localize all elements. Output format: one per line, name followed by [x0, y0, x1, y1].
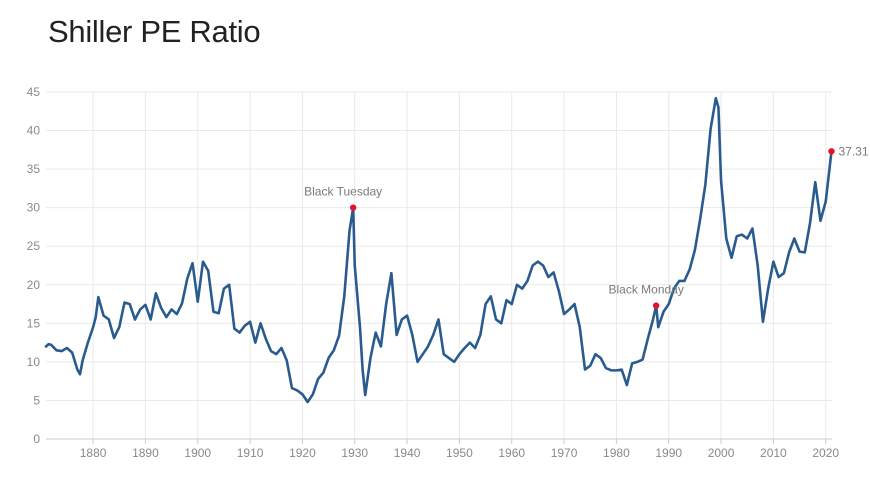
annotation-label: 37.31 [838, 144, 868, 158]
x-tick-label: 2020 [812, 446, 839, 460]
annotation-marker[interactable] [652, 302, 660, 309]
x-tick-label: 2010 [760, 446, 787, 460]
annotation-marker[interactable] [828, 148, 835, 155]
x-tick-label: 1970 [551, 446, 578, 460]
y-tick-label: 20 [27, 278, 41, 292]
y-tick-label: 30 [27, 201, 41, 215]
annotations: Black Tuesday Black Monday 37.31 [304, 144, 869, 309]
y-tick-label: 40 [27, 124, 41, 138]
annotation-label: Black Tuesday [304, 185, 382, 199]
x-tick-label: 1990 [655, 446, 682, 460]
y-tick-label: 0 [33, 432, 40, 446]
gridlines [46, 91, 832, 444]
x-tick-label: 1900 [184, 446, 211, 460]
series-line [44, 96, 833, 404]
y-tick-label: 25 [27, 239, 41, 253]
x-tick-label: 1920 [289, 446, 316, 460]
x-tick-label: 1910 [237, 446, 264, 460]
x-tick-label: 1980 [603, 446, 630, 460]
y-tick-label: 5 [33, 393, 40, 407]
x-tick-label: 1960 [498, 446, 525, 460]
x-tick-label: 2000 [708, 446, 735, 460]
x-tick-label: 1880 [80, 446, 107, 460]
y-tick-label: 10 [27, 355, 41, 369]
x-axis-ticks: 1880 1890 1900 1910 1920 1930 1940 1950 1960 1970… [80, 446, 840, 460]
y-tick-label: 35 [27, 162, 41, 176]
annotation-marker[interactable] [349, 204, 357, 211]
y-axis-ticks: 0 5 10 15 20 25 30 35 40 45 [27, 85, 41, 446]
chart-title: Shiller PE Ratio [48, 14, 261, 49]
annotation-label: Black Monday [608, 283, 683, 297]
x-tick-label: 1890 [132, 446, 159, 460]
x-tick-label: 1940 [394, 446, 421, 460]
y-tick-label: 45 [27, 85, 41, 99]
y-tick-label: 15 [27, 316, 41, 330]
x-tick-label: 1950 [446, 446, 473, 460]
x-tick-label: 1930 [341, 446, 368, 460]
